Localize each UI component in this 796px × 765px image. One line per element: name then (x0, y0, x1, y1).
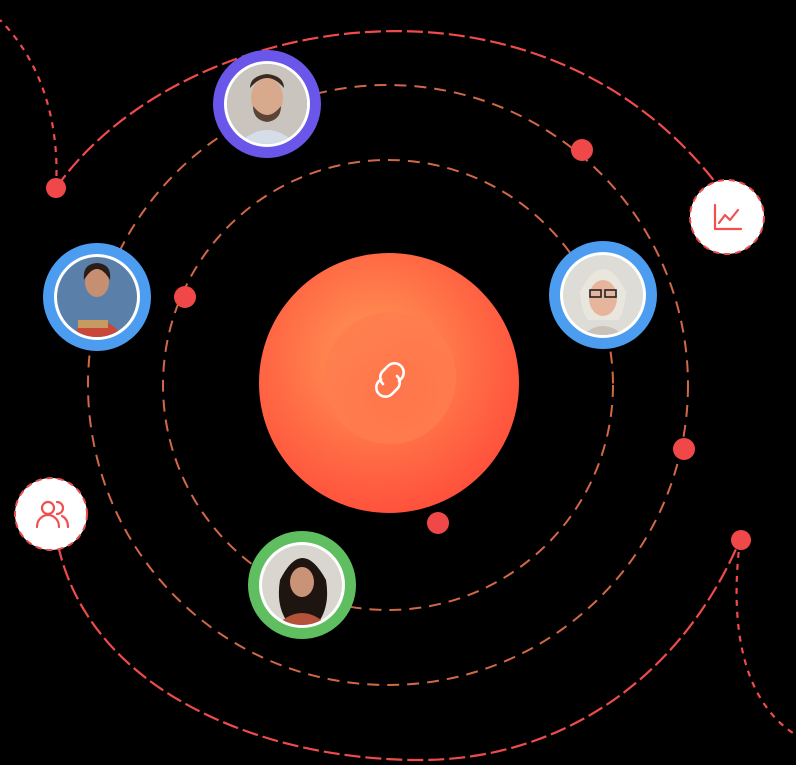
outer-arc-top (55, 30, 739, 215)
chart-line-icon (713, 203, 743, 231)
outer-arc-top-tail (0, 19, 58, 189)
node-dot (46, 178, 66, 198)
node-dot (673, 438, 695, 460)
avatar-woman-left (43, 243, 151, 351)
outer-arc-bottom (56, 539, 742, 762)
node-dot (174, 286, 196, 308)
node-dot (731, 530, 751, 550)
outer-arc-bottom-tail (735, 539, 796, 736)
users-icon (35, 500, 70, 529)
badge-chart (689, 179, 765, 255)
orbit-outer (87, 84, 689, 686)
node-dot (427, 512, 449, 534)
avatar-woman-right (549, 241, 657, 349)
orbit-inner (162, 159, 614, 611)
avatar-woman-bottom (248, 531, 356, 639)
node-dot (571, 139, 593, 161)
link-icon (375, 362, 405, 398)
core-inner-circle (324, 312, 456, 444)
avatar-man-top (213, 50, 321, 158)
badge-users (14, 477, 88, 551)
